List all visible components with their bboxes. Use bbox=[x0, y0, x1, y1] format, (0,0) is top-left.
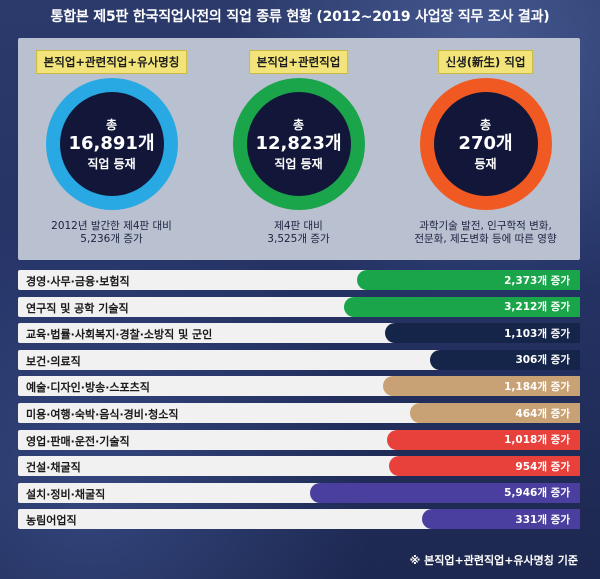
bar-value: 1,018개 증가 bbox=[387, 429, 580, 450]
bar-category-label: 연구직 및 공학 기술직 bbox=[26, 301, 129, 315]
bar-row: 보건·의료직 306개 증가 bbox=[18, 349, 580, 370]
summary-tag: 본직업+관련직업+유사명칭 bbox=[35, 50, 188, 74]
bar-row: 연구직 및 공학 기술직 3,212개 증가 bbox=[18, 296, 580, 317]
bar-row: 건설·채굴직 954개 증가 bbox=[18, 456, 580, 477]
bar-category-label: 건설·채굴직 bbox=[26, 461, 81, 475]
summary-total-label: 총 bbox=[292, 118, 305, 132]
bar-category-label: 경영·사무·금융·보험직 bbox=[26, 275, 130, 288]
summary-count: 12,823개 bbox=[255, 133, 342, 154]
summary-ring: 총 16,891개 직업 등재 bbox=[45, 78, 178, 210]
summary-note-line2: 5,236개 증가 bbox=[80, 233, 143, 245]
bar-row: 경영·사무·금융·보험직 2,373개 증가 bbox=[18, 270, 580, 290]
summary-ring: 총 270개 등재 bbox=[419, 78, 552, 210]
bar-value: 1,184개 증가 bbox=[382, 376, 580, 397]
summary-note: 과학기술 발전, 인구학적 변화, 전문화, 제도변화 등에 따른 영향 bbox=[392, 220, 579, 246]
bar-row: 영업·판매·운전·기술직 1,018개 증가 bbox=[18, 429, 580, 450]
bar-category-label: 교육·법률·사회복지·경찰·소방직 및 군인 bbox=[26, 328, 213, 342]
summary-count: 270개 bbox=[458, 133, 513, 154]
footnote: ※ 본직업+관련직업+유사명칭 기준 bbox=[409, 554, 578, 567]
bar-value: 1,103개 증가 bbox=[384, 323, 580, 344]
summary-reg-label: 등재 bbox=[474, 157, 497, 171]
summary-ring-inner: 총 12,823개 직업 등재 bbox=[246, 92, 351, 196]
summary-ring-inner: 총 270개 등재 bbox=[433, 92, 538, 196]
bar-value: 306개 증가 bbox=[430, 349, 580, 370]
summary-card-all: 본직업+관련직업+유사명칭 총 16,891개 직업 등재 2012년 발간한 … bbox=[18, 38, 205, 260]
summary-note-line1: 2012년 발간한 제4판 대비 bbox=[51, 220, 172, 232]
bar-row: 교육·법률·사회복지·경찰·소방직 및 군인 1,103개 증가 bbox=[18, 323, 580, 344]
bar-category-label: 농림어업직 bbox=[26, 514, 77, 528]
bar-row: 설치·정비·채굴직 5,946개 증가 bbox=[18, 482, 580, 503]
summary-ring-inner: 총 16,891개 직업 등재 bbox=[59, 92, 164, 196]
bar-category-label: 미용·여행·숙박·음식·경비·청소직 bbox=[26, 408, 179, 421]
bar-value: 3,212개 증가 bbox=[343, 296, 580, 317]
summary-panel: 본직업+관련직업+유사명칭 총 16,891개 직업 등재 2012년 발간한 … bbox=[18, 38, 580, 260]
summary-total-label: 총 bbox=[479, 118, 492, 132]
bar-category-label: 예술·디자인·방송·스포츠직 bbox=[26, 381, 150, 395]
bar-value: 331개 증가 bbox=[422, 509, 580, 530]
bar-category-label: 설치·정비·채굴직 bbox=[26, 487, 106, 501]
summary-tag: 본직업+관련직업 bbox=[248, 50, 349, 74]
summary-note-line2: 3,525개 증가 bbox=[267, 233, 330, 245]
summary-note: 2012년 발간한 제4판 대비 5,236개 증가 bbox=[18, 220, 205, 246]
summary-note-line2: 전문화, 제도변화 등에 따른 영향 bbox=[414, 233, 557, 245]
bar-category-label: 보건·의료직 bbox=[26, 354, 81, 368]
summary-reg-label: 직업 등재 bbox=[87, 157, 136, 171]
bar-value: 2,373개 증가 bbox=[357, 270, 580, 290]
summary-tag: 신생(新生) 직업 bbox=[437, 50, 534, 74]
summary-ring: 총 12,823개 직업 등재 bbox=[232, 78, 365, 210]
summary-total-label: 총 bbox=[105, 118, 118, 132]
bar-value: 954개 증가 bbox=[389, 456, 580, 477]
summary-note: 제4판 대비 3,525개 증가 bbox=[205, 220, 392, 246]
bar-value: 464개 증가 bbox=[409, 403, 580, 423]
page-title: 통합본 제5판 한국직업사전의 직업 종류 현황 (2012~2019 사업장 … bbox=[50, 9, 550, 25]
bar-row: 농림어업직 331개 증가 bbox=[18, 509, 580, 530]
summary-note-line1: 제4판 대비 bbox=[274, 220, 323, 232]
bar-category-label: 영업·판매·운전·기술직 bbox=[26, 434, 130, 448]
summary-reg-label: 직업 등재 bbox=[274, 157, 323, 171]
bar-value: 5,946개 증가 bbox=[310, 482, 580, 503]
summary-count: 16,891개 bbox=[68, 133, 155, 154]
bar-row: 예술·디자인·방송·스포츠직 1,184개 증가 bbox=[18, 376, 580, 397]
summary-card-main: 본직업+관련직업 총 12,823개 직업 등재 제4판 대비 3,525개 증… bbox=[205, 38, 392, 260]
summary-note-line1: 과학기술 발전, 인구학적 변화, bbox=[419, 220, 552, 232]
summary-card-new: 신생(新生) 직업 총 270개 등재 과학기술 발전, 인구학적 변화, 전문… bbox=[392, 38, 579, 260]
bar-row: 미용·여행·숙박·음식·경비·청소직 464개 증가 bbox=[18, 403, 580, 423]
